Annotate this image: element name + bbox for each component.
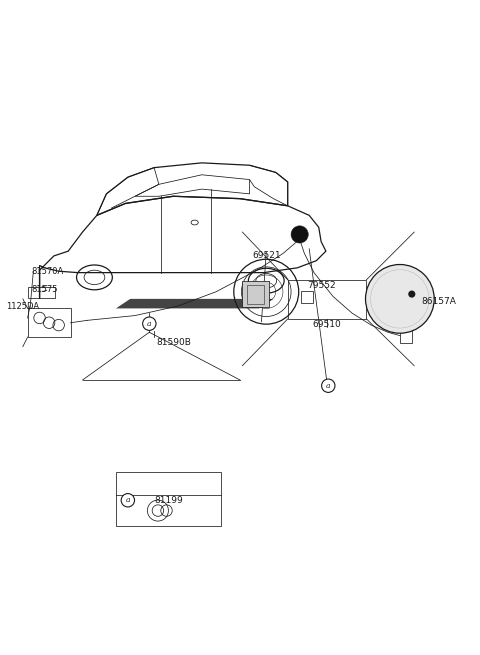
Bar bbox=[28, 309, 71, 337]
Text: a: a bbox=[126, 496, 130, 504]
Circle shape bbox=[121, 494, 134, 507]
Bar bbox=[400, 328, 412, 343]
Circle shape bbox=[365, 265, 434, 333]
Bar bbox=[116, 472, 221, 525]
Text: 81590B: 81590B bbox=[156, 338, 192, 347]
Circle shape bbox=[291, 226, 308, 243]
Text: a: a bbox=[326, 382, 331, 390]
Text: 69510: 69510 bbox=[312, 320, 341, 329]
Bar bbox=[247, 285, 264, 304]
Bar bbox=[28, 288, 55, 298]
Text: 81570A: 81570A bbox=[31, 267, 63, 276]
Circle shape bbox=[143, 317, 156, 330]
Bar bbox=[242, 281, 269, 307]
Bar bbox=[288, 280, 366, 319]
Circle shape bbox=[322, 379, 335, 392]
Bar bbox=[301, 291, 313, 303]
Text: 1125DA: 1125DA bbox=[6, 301, 39, 310]
Polygon shape bbox=[116, 299, 274, 309]
Text: a: a bbox=[147, 320, 152, 328]
Text: 81575: 81575 bbox=[31, 285, 58, 294]
Text: 69521: 69521 bbox=[252, 252, 280, 261]
Text: 86157A: 86157A bbox=[421, 297, 456, 306]
Text: 79552: 79552 bbox=[307, 281, 336, 290]
Text: 81199: 81199 bbox=[154, 496, 183, 505]
Circle shape bbox=[409, 291, 415, 297]
